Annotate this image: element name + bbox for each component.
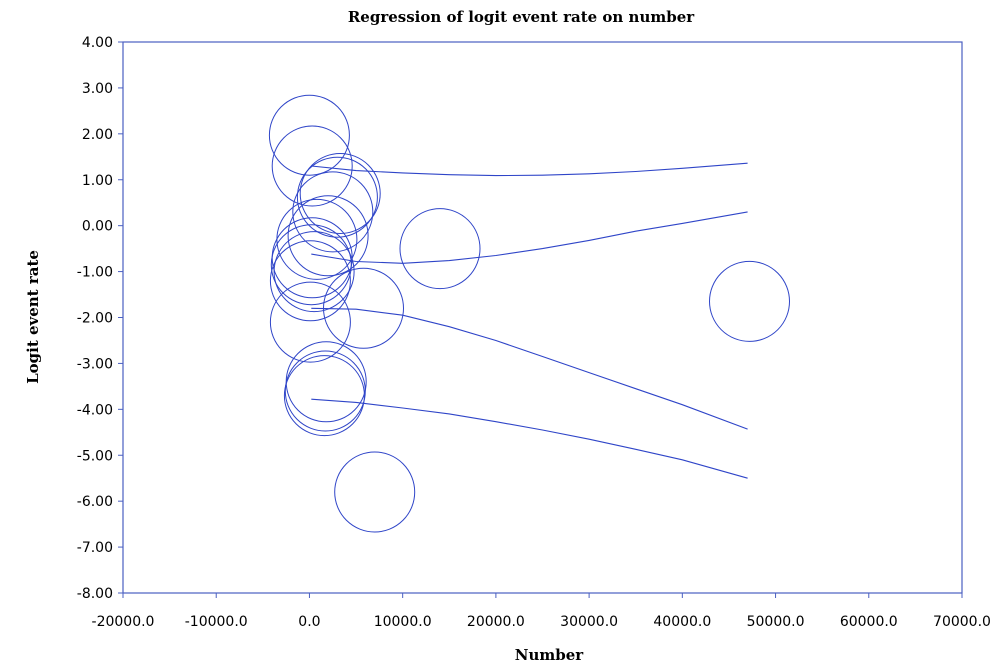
data-points: [268, 94, 790, 533]
regression-curves: [311, 162, 748, 479]
regression-curve: [311, 307, 748, 430]
x-tick-label: -10000.0: [185, 614, 248, 630]
regression-curve: [311, 211, 748, 264]
y-tick-label: 4.00: [82, 35, 113, 51]
x-tick-label: -20000.0: [92, 614, 155, 630]
data-point: [399, 208, 481, 290]
plot-frame: [122, 41, 963, 594]
y-tick-label: 0.00: [82, 219, 113, 235]
y-tick-label: 3.00: [82, 81, 113, 97]
y-tick-label: -5.00: [77, 448, 113, 464]
x-tick-label: 40000.0: [653, 614, 711, 630]
y-tick-label: -2.00: [77, 311, 113, 327]
data-point: [271, 125, 353, 207]
data-point: [299, 153, 381, 234]
axis-ticks: -20000.0 -10000.0 0.0 10000.0 20000.0 30000.0…: [77, 35, 991, 630]
data-point: [292, 171, 374, 253]
data-point: [269, 240, 351, 322]
y-tick-label: 2.00: [82, 127, 113, 143]
y-tick-label: -7.00: [77, 540, 113, 556]
y-tick-label: -4.00: [77, 402, 113, 418]
y-tick-label: -1.00: [77, 265, 113, 281]
data-point: [709, 260, 790, 342]
x-axis-label: Number: [515, 646, 585, 664]
data-point: [273, 231, 355, 313]
x-tick-label: 50000.0: [747, 614, 805, 630]
x-tick-label: 0.0: [298, 614, 320, 630]
y-axis-label: Logit event rate: [24, 250, 42, 384]
y-tick-label: -8.00: [77, 586, 113, 602]
data-point: [283, 355, 365, 437]
data-point: [296, 156, 378, 238]
x-tick-label: 60000.0: [840, 614, 898, 630]
y-tick-label: 1.00: [82, 173, 113, 189]
data-point: [269, 281, 351, 363]
data-point: [334, 451, 416, 533]
x-tick-label: 70000.0: [933, 614, 991, 630]
data-point: [287, 195, 369, 277]
y-tick-label: -3.00: [77, 356, 113, 372]
x-tick-label: 20000.0: [467, 614, 525, 630]
data-point: [323, 267, 404, 349]
data-point: [270, 224, 352, 306]
y-tick-label: -6.00: [77, 494, 113, 510]
regression-curve: [311, 162, 748, 177]
chart-title: Regression of logit event rate on number: [348, 8, 695, 26]
x-tick-label: 10000.0: [374, 614, 432, 630]
data-point: [271, 217, 353, 299]
data-point: [285, 341, 367, 423]
regression-curve: [311, 398, 748, 479]
data-point: [276, 198, 358, 280]
data-point: [268, 94, 350, 176]
data-point: [284, 350, 366, 432]
x-tick-label: 30000.0: [560, 614, 618, 630]
